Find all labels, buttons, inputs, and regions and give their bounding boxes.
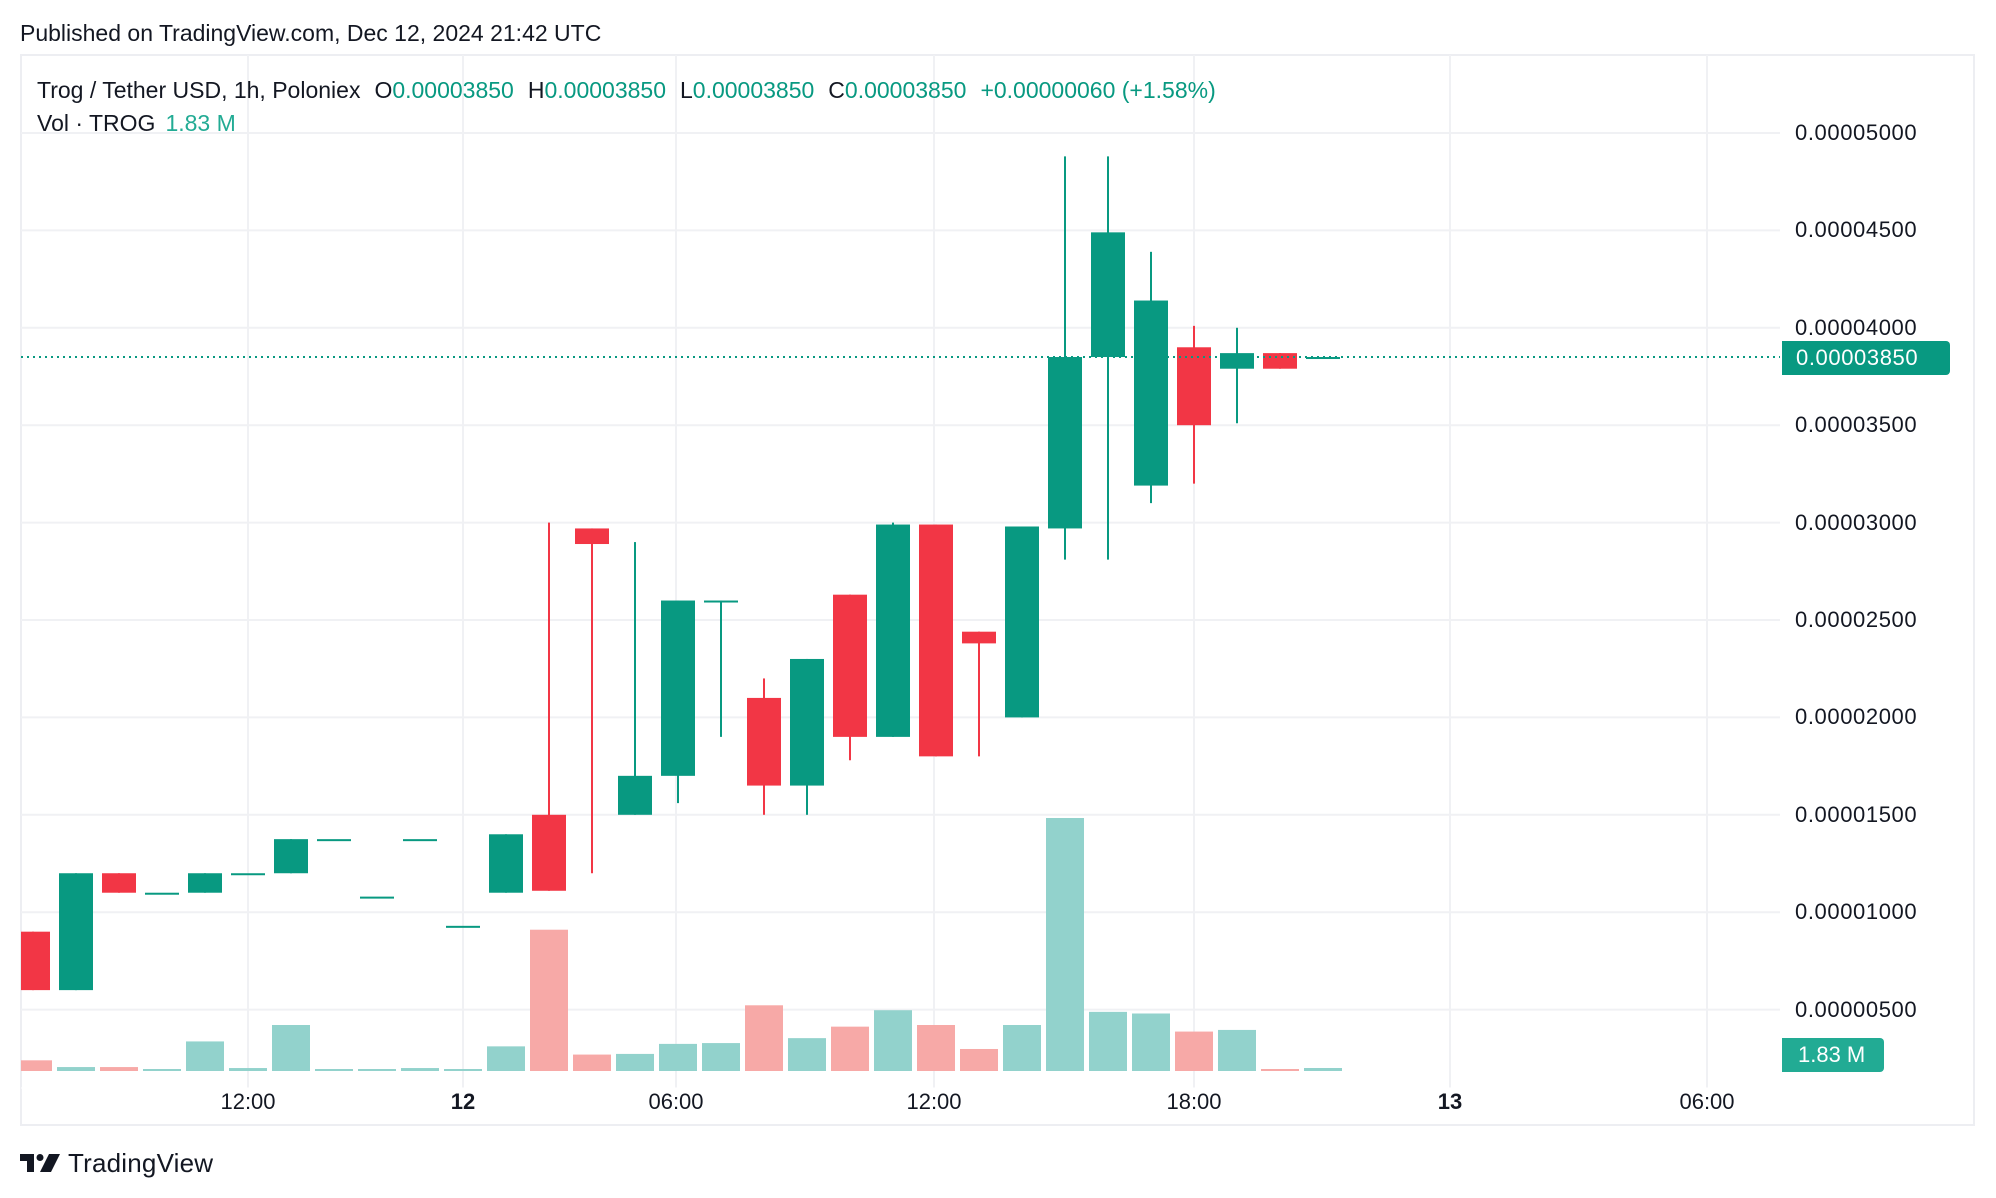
price-tick-label: 0.00003500 — [1795, 412, 1918, 438]
high-value: 0.00003850 — [544, 77, 666, 103]
current-price-badge: 0.00003850 — [1782, 341, 1950, 375]
published-caption: Published on TradingView.com, Dec 12, 20… — [20, 20, 602, 46]
close-label: C — [828, 77, 845, 103]
time-tick-label: 06:00 — [1679, 1089, 1735, 1114]
change-value: +0.00000060 (+1.58%) — [980, 77, 1216, 103]
volume-badge: 1.83 M — [1782, 1038, 1884, 1072]
volume-label[interactable]: Vol · TROG — [37, 110, 156, 136]
time-tick-label: 12:00 — [220, 1089, 276, 1114]
time-tick-label: 12 — [450, 1089, 476, 1114]
price-tick-label: 0.00004000 — [1795, 314, 1918, 340]
candles — [21, 156, 1340, 991]
time-tick-label: 18:00 — [1166, 1089, 1222, 1114]
close-value: 0.00003850 — [844, 77, 967, 103]
open-label: O — [374, 77, 393, 103]
tradingview-logo-icon — [20, 1154, 60, 1172]
price-tick-label: 0.00001000 — [1795, 899, 1918, 925]
chart-legend: Trog / Tether USD, 1h, Poloniex O 0.00003… — [37, 74, 1216, 140]
price-tick-label: 0.00003000 — [1795, 509, 1918, 535]
low-value: 0.00003850 — [692, 77, 815, 103]
footer-brand[interactable]: TradingView — [20, 1148, 213, 1178]
tradingview-wordmark: TradingView — [68, 1147, 214, 1178]
price-tick-label: 0.00004500 — [1795, 217, 1918, 243]
price-tick-label: 0.00005000 — [1795, 120, 1918, 145]
volume-bars — [21, 818, 1342, 1071]
symbol-title[interactable]: Trog / Tether USD, 1h, Poloniex — [37, 77, 361, 103]
high-label: H — [527, 77, 545, 103]
time-tick-label: 12:00 — [906, 1089, 962, 1114]
price-tick-label: 0.00001500 — [1795, 801, 1918, 827]
grid-lines — [21, 55, 1780, 1089]
chart-frame — [20, 54, 1975, 1126]
price-tick-label: 0.00002000 — [1795, 704, 1918, 730]
price-tick-label: 0.00000500 — [1795, 996, 1918, 1022]
time-tick-label: 06:00 — [648, 1089, 704, 1114]
ohlc-row: Trog / Tether USD, 1h, Poloniex O 0.00003… — [37, 74, 1216, 107]
volume-row: Vol · TROG 1.83 M — [37, 107, 1216, 140]
low-label: L — [679, 77, 693, 103]
volume-value: 1.83 M — [165, 110, 236, 136]
price-tick-label: 0.00002500 — [1795, 607, 1918, 632]
time-tick-label: 13 — [1437, 1089, 1463, 1114]
open-value: 0.00003850 — [392, 77, 514, 103]
